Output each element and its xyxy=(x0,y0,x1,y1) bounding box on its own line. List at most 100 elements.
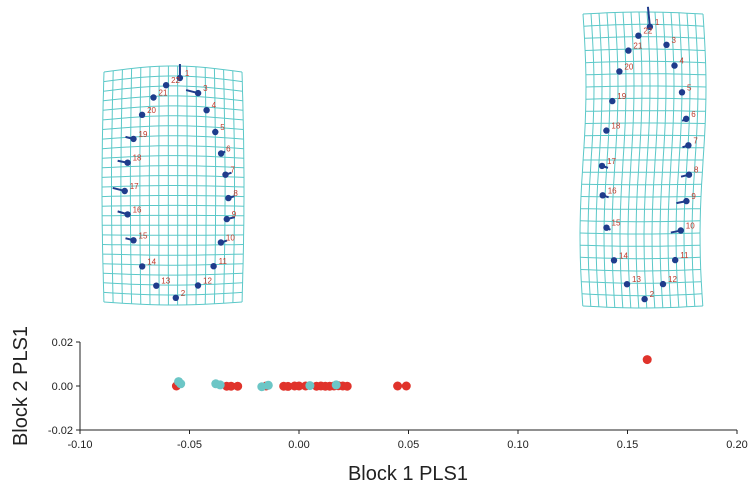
landmark-point xyxy=(176,74,184,82)
landmark-point xyxy=(130,237,137,244)
grid-line xyxy=(111,70,114,303)
landmark-label: 16 xyxy=(133,205,142,214)
grid-line xyxy=(580,269,701,272)
landmark-point xyxy=(672,256,679,264)
landmark-point xyxy=(635,32,642,39)
grid-line xyxy=(619,12,627,308)
landmark-point xyxy=(138,111,146,119)
landmark-point xyxy=(150,94,157,101)
y-tick-label: 0.00 xyxy=(52,381,73,393)
grid-line xyxy=(120,69,123,304)
landmark-label: 15 xyxy=(139,231,148,240)
landmark-point xyxy=(603,224,610,231)
grid-line xyxy=(101,185,245,188)
data-point xyxy=(226,381,236,391)
data-point xyxy=(215,380,225,390)
grid-line xyxy=(595,13,603,307)
grid-line xyxy=(102,263,244,266)
data-point xyxy=(294,381,304,391)
landmark-point xyxy=(225,194,232,202)
grid-line xyxy=(103,301,243,306)
data-point xyxy=(393,381,403,391)
grid-line xyxy=(103,65,243,73)
grid-line xyxy=(223,69,226,304)
grid-line xyxy=(195,66,198,305)
landmark-label: 7 xyxy=(693,136,698,145)
grid-line xyxy=(103,291,243,296)
grid-line xyxy=(102,135,244,140)
landmark-label: 9 xyxy=(691,192,696,201)
grid-line xyxy=(102,115,244,121)
x-ticks: -0.10 -0.05 0.00 0.05 0.10 0.15 0.20 xyxy=(67,430,748,451)
landmark-point xyxy=(623,281,631,288)
grid-line xyxy=(232,70,235,303)
grid-line xyxy=(659,12,667,308)
x-tick-label: 0.10 xyxy=(507,439,528,451)
landmark-point xyxy=(677,227,684,234)
landmark-point xyxy=(609,97,616,105)
grid-line xyxy=(148,66,151,305)
grid-line xyxy=(101,195,245,198)
y-tick-label: 0.02 xyxy=(52,337,73,349)
grid-line xyxy=(585,122,706,124)
landmark-point xyxy=(599,192,606,199)
landmark-label: 19 xyxy=(617,92,626,101)
landmark-label: 22 xyxy=(643,27,652,36)
landmark-label: 14 xyxy=(147,257,156,266)
landmark-point xyxy=(671,62,678,69)
landmark-label: 1 xyxy=(185,69,190,78)
grid-line xyxy=(643,11,651,309)
landmark-point xyxy=(212,128,219,136)
grid-line xyxy=(585,97,706,100)
grid-line xyxy=(580,256,701,260)
landmark-label: 10 xyxy=(686,222,695,231)
grid-line xyxy=(585,73,706,76)
data-point xyxy=(342,381,352,391)
x-tick-label: 0.15 xyxy=(617,439,638,451)
landmark-label: 17 xyxy=(607,157,616,166)
landmark-label: 6 xyxy=(691,110,696,119)
landmark-label: 3 xyxy=(672,36,677,45)
landmark-point xyxy=(683,115,690,123)
data-points xyxy=(171,355,652,392)
grid-line xyxy=(102,105,244,111)
landmark-label: 20 xyxy=(624,63,633,72)
landmark-point xyxy=(217,239,225,246)
landmark-label: 10 xyxy=(226,234,235,243)
scatter-plot: -0.10 -0.05 0.00 0.05 0.10 0.15 0.20 0.020.00-… xyxy=(10,326,748,485)
landmark-label: 11 xyxy=(680,251,689,260)
grid-line xyxy=(582,305,703,309)
grid-line xyxy=(102,125,244,130)
grid-line xyxy=(580,208,701,210)
landmark-label: 5 xyxy=(220,123,225,132)
grid-line xyxy=(103,95,243,102)
x-tick-label: 0.00 xyxy=(288,439,309,451)
landmark-point xyxy=(646,23,654,30)
x-tick-label: 0.20 xyxy=(726,439,747,451)
landmark-label: 1 xyxy=(655,18,660,27)
grid-line xyxy=(667,12,675,308)
landmark-label: 12 xyxy=(203,277,212,286)
landmark-label: 2 xyxy=(650,290,655,299)
grid-line xyxy=(683,13,691,307)
landmark-label: 19 xyxy=(139,130,148,139)
landmark-label: 15 xyxy=(612,219,621,228)
landmark-label: 12 xyxy=(668,275,677,284)
landmark-vector xyxy=(646,6,651,27)
landmark-point xyxy=(139,263,146,270)
grid-line xyxy=(102,253,244,256)
grid-line xyxy=(583,23,704,27)
y-axis-title: Block 2 PLS1 xyxy=(10,326,32,446)
landmark-point xyxy=(663,41,670,48)
landmark-label: 20 xyxy=(147,106,156,115)
grid-line xyxy=(103,75,243,83)
landmark-label: 5 xyxy=(687,83,692,92)
grid-line xyxy=(585,48,706,51)
landmark-point xyxy=(203,107,210,114)
grid-line xyxy=(102,204,244,207)
grid-line xyxy=(627,12,635,308)
landmark-point xyxy=(223,215,230,223)
landmark-point xyxy=(121,187,128,195)
